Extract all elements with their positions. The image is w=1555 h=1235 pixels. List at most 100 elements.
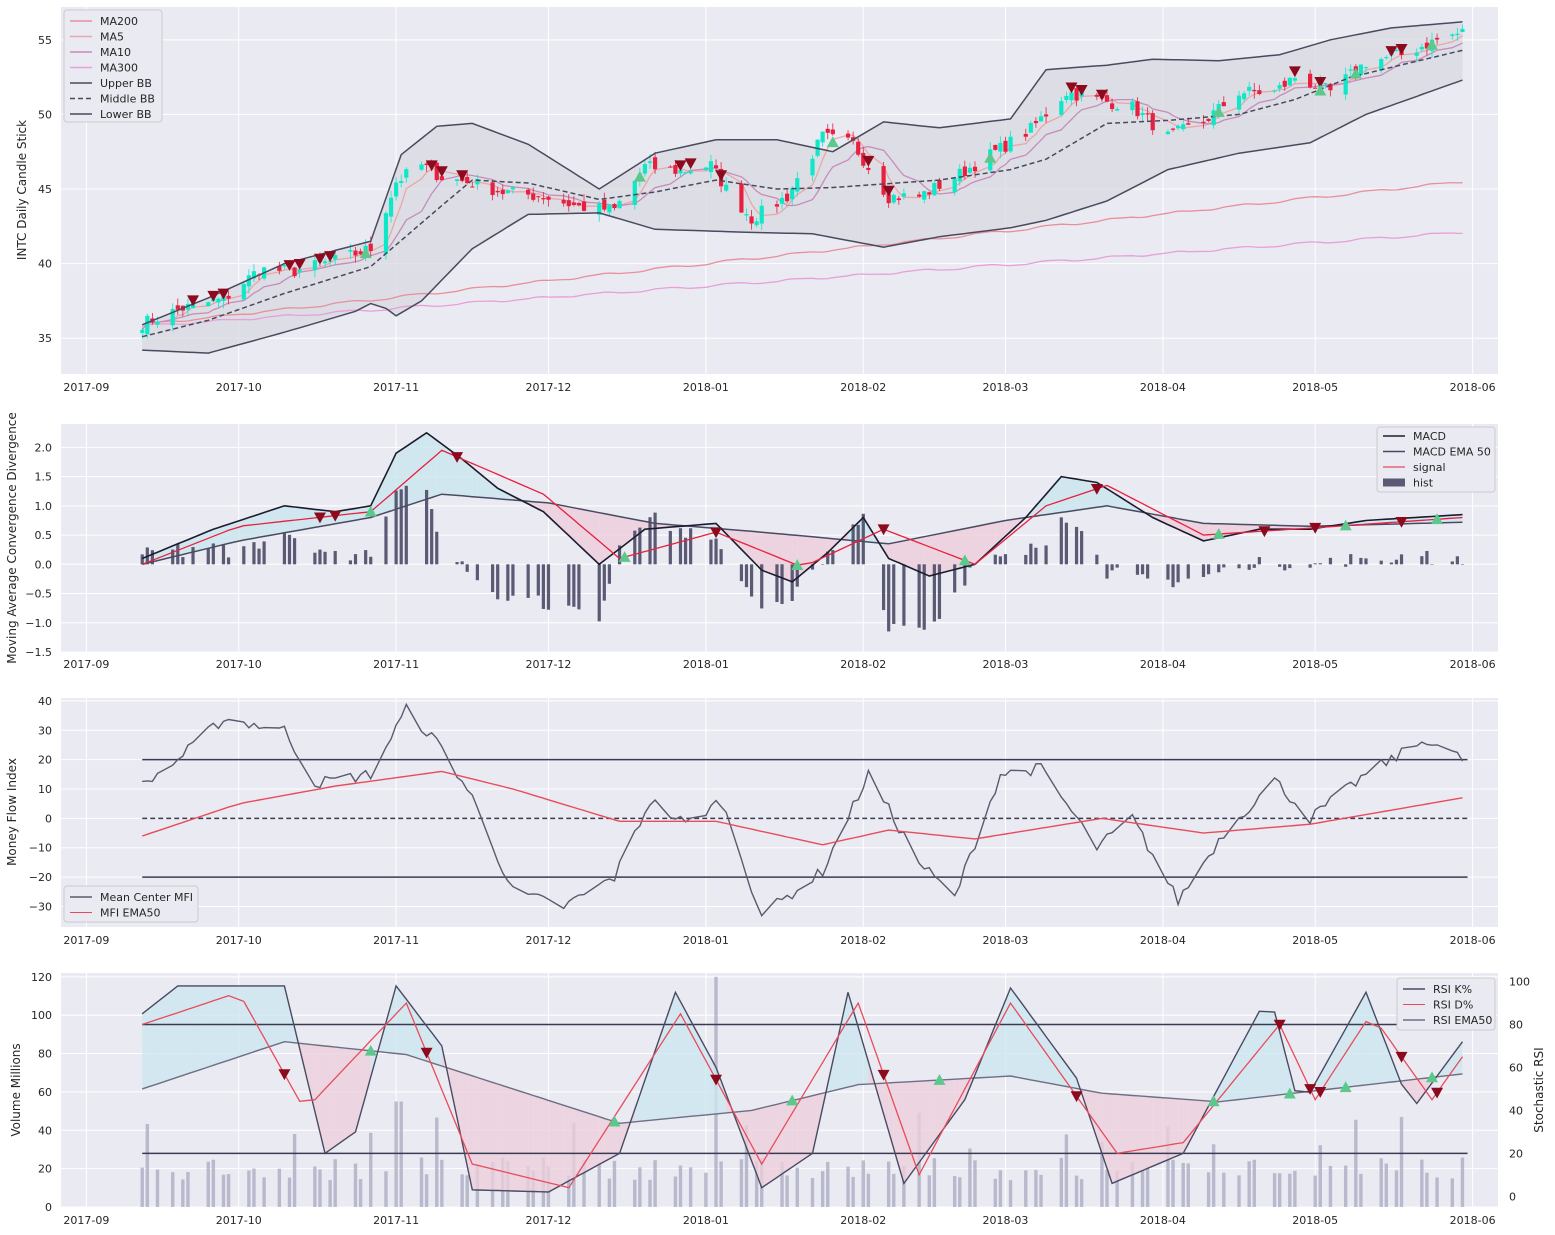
candle-body [1186, 123, 1191, 125]
hist-bar [226, 557, 231, 565]
rsi-fill [898, 1082, 904, 1184]
legend-label: MFI EMA50 [100, 907, 161, 920]
rsi-fill [528, 1093, 534, 1192]
macd-fill [1274, 525, 1280, 530]
hist-bar [760, 564, 764, 609]
volume-bar [1237, 1175, 1241, 1207]
rsi-fill [142, 1009, 148, 1089]
candle-body [612, 204, 617, 209]
candle-body [886, 193, 891, 204]
rsi-fill [208, 985, 214, 1067]
rsi-fill [355, 1049, 361, 1132]
volume-bar [435, 1117, 439, 1207]
volume-bar [206, 1161, 210, 1207]
lower-bb-line [142, 79, 1463, 354]
candle-body [901, 193, 907, 197]
price-xtick-label: 2017-12 [525, 381, 571, 394]
buy-marker [1314, 84, 1327, 96]
volume-bar [1328, 1165, 1333, 1207]
candle-body [241, 284, 246, 300]
rsi-fill [259, 985, 265, 1051]
volume-bar [221, 1174, 226, 1207]
volume-ytick-label: 40 [38, 1124, 52, 1137]
rsi-fill [1239, 1039, 1245, 1100]
volume-bar [247, 1170, 251, 1207]
macd-fill [1112, 492, 1118, 508]
volume-bar [1379, 1158, 1383, 1207]
macd-fill [259, 512, 265, 538]
hist-bar [597, 564, 601, 622]
mfi-ytick-label: 0 [45, 812, 52, 825]
hist-bar [1003, 554, 1008, 565]
hist-bar [795, 564, 799, 587]
macd-fill [817, 537, 823, 561]
candle-body [1150, 113, 1155, 131]
rsi-xtick-label: 2018-04 [1140, 1214, 1186, 1227]
hist-bar [1288, 564, 1292, 569]
rsi-xtick-label: 2018-03 [982, 1214, 1028, 1227]
buy-marker [791, 559, 804, 570]
hist-bar [369, 556, 373, 565]
hist-bar [424, 489, 429, 565]
rsi-fill [756, 1107, 762, 1188]
volume-bar [653, 1160, 657, 1207]
macd-fill [888, 542, 894, 561]
sell-marker [1065, 82, 1078, 94]
candle-body [744, 214, 749, 216]
candle-body [724, 184, 729, 191]
rsi-fill [812, 1094, 818, 1154]
macd-fill [710, 523, 717, 529]
rsi-fill [1381, 1031, 1387, 1084]
rsi-fill [1259, 1011, 1275, 1098]
sell-marker [877, 1069, 890, 1081]
candle-body [206, 302, 211, 307]
hist-bar [1110, 564, 1114, 571]
macd-fill [350, 508, 356, 522]
hist-bar [1115, 564, 1119, 568]
volume-bar [424, 1174, 429, 1207]
candle-body [1140, 112, 1145, 116]
candle-body [937, 179, 942, 189]
volume-ytick-label: 0 [45, 1201, 52, 1214]
candle-body [1109, 103, 1115, 109]
candle-body [993, 144, 998, 150]
volume-bar [1100, 1142, 1104, 1207]
mfi-panel: 2017-09 2017-10 2017-11 2017-12 2018-01 2018-… [5, 695, 1498, 947]
macd-fill [1203, 523, 1209, 541]
hist-bar [1394, 559, 1399, 565]
candle-body [282, 264, 287, 267]
mfi-plot-area [61, 698, 1498, 927]
rsi-fill [848, 992, 854, 1088]
macd-ytick-label: −0.5 [25, 588, 52, 601]
volume-bar [1059, 1157, 1064, 1207]
volume-bar [958, 1177, 962, 1207]
rsi-fill [243, 985, 249, 1056]
rsi-fill [1218, 1077, 1224, 1102]
price-xtick-label: 2018-03 [982, 381, 1028, 394]
sell-marker [1075, 84, 1088, 96]
rsi-fill [512, 1088, 529, 1192]
hist-bar [1460, 564, 1465, 565]
price-ytick-label: 55 [38, 34, 52, 47]
hist-bar [709, 539, 713, 565]
hist-bar [567, 564, 571, 606]
sell-marker [1395, 516, 1408, 528]
macd-ema-line [142, 493, 1463, 566]
candle-body [917, 194, 922, 197]
rsi-fill [1183, 1099, 1189, 1154]
mfi-xtick-label: 2018-05 [1292, 934, 1338, 947]
macd-fill [1183, 519, 1189, 534]
hist-bar [1024, 554, 1028, 565]
volume-bar [648, 1179, 652, 1207]
volume-ytick-label: 20 [38, 1163, 52, 1176]
sell-marker [710, 527, 723, 539]
rsi-fill [1132, 1095, 1138, 1175]
rsi-fill [782, 1101, 788, 1174]
buy-marker [1349, 67, 1362, 79]
rsi-fill [1137, 1095, 1143, 1173]
hist-bar [252, 542, 256, 565]
candle-body [830, 129, 835, 135]
macd-fill [812, 536, 818, 566]
hist-bar [1389, 562, 1393, 565]
hist-bar [1176, 564, 1180, 583]
